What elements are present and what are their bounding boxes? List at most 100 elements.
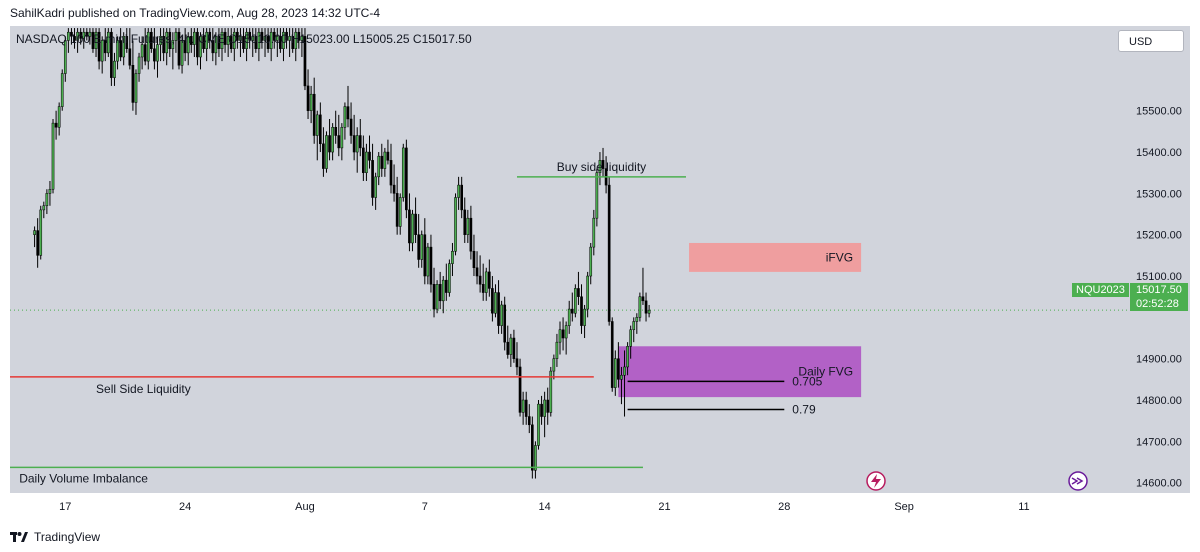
candle-body [257, 31, 261, 49]
candle-body [383, 151, 387, 169]
header-bar: SahilKadri published on TradingView.com,… [0, 0, 1200, 26]
candle-body [282, 31, 285, 49]
candle-body [626, 346, 629, 368]
candle-body [380, 155, 384, 169]
y-tick-label: 15500.00 [1136, 106, 1182, 118]
y-tick-label: 15200.00 [1136, 230, 1182, 242]
candle-body [303, 36, 307, 87]
symbol-ohlc-legend: NASDAQ 100 E-mini Futures, 4h, CME O1501… [16, 32, 472, 46]
candle-body [337, 135, 341, 149]
candle-body [411, 213, 414, 244]
candle-body [617, 358, 620, 380]
candle-body [623, 366, 626, 376]
x-tick-label: 7 [422, 501, 428, 513]
candle-body [641, 296, 645, 302]
candle-body [365, 151, 368, 173]
candle-body [82, 31, 86, 39]
tradingview-logo-icon [10, 532, 28, 542]
candle-body [63, 40, 67, 74]
candle-body [521, 399, 525, 413]
candle-body [189, 36, 193, 45]
candle-body [343, 106, 347, 128]
candle-body [448, 263, 451, 293]
candle-body [438, 284, 442, 302]
candle-body [647, 309, 651, 314]
candle-body [515, 358, 519, 368]
candle-body [113, 60, 116, 78]
y-tick-label: 14800.00 [1136, 395, 1182, 407]
candle-body [527, 416, 531, 426]
candle-body [405, 147, 408, 211]
candle-body [309, 93, 313, 111]
currency-selector-button[interactable]: USD [1118, 30, 1184, 52]
tradingview-logo[interactable]: TradingView [10, 530, 100, 544]
y-tick-label: 15100.00 [1136, 271, 1182, 283]
candle-body [420, 234, 424, 260]
candle-body [395, 193, 399, 227]
x-tick-label: 14 [539, 501, 551, 513]
candle-body [153, 48, 156, 62]
zone-label-1: Daily FVG [798, 365, 853, 379]
candle-body [601, 160, 605, 169]
candle-body [531, 424, 534, 471]
candle-body [346, 106, 350, 120]
candle-body [33, 230, 36, 235]
candle-body [564, 325, 568, 339]
candle-body [512, 337, 516, 359]
candle-body [457, 184, 460, 198]
candle-body [174, 31, 178, 41]
candle-body [223, 31, 227, 45]
candle-body [570, 308, 574, 314]
candle-body [558, 329, 562, 343]
candle-body [100, 40, 104, 62]
level-label-2: Daily Volume Imbalance [19, 471, 148, 485]
candle-body [248, 31, 251, 41]
candle-body [45, 193, 49, 207]
candle-body [88, 31, 92, 37]
candle-body [595, 172, 599, 219]
candle-body [475, 267, 479, 277]
candle-body [211, 40, 215, 54]
candle-body [577, 288, 580, 297]
candle-body [85, 31, 89, 37]
candle-body [54, 122, 58, 128]
candle-body [426, 246, 430, 277]
zone-0 [689, 242, 862, 272]
last-price-tag: 15017.50 [1130, 283, 1188, 297]
candle-body [362, 147, 365, 173]
candle-body [509, 337, 513, 355]
candle-body [334, 127, 338, 136]
candle-body [632, 321, 636, 331]
zone-1 [618, 346, 862, 398]
candle-body [574, 288, 577, 314]
candle-body [429, 246, 433, 285]
candle-body [269, 31, 273, 49]
candle-body [36, 230, 39, 256]
candle-body [226, 36, 230, 45]
candle-body [183, 40, 187, 54]
candle-body [60, 73, 64, 107]
candle-body [463, 209, 467, 235]
candle-body [110, 31, 113, 78]
candle-body [294, 31, 298, 49]
chart-area[interactable] [10, 26, 1190, 493]
candle-body [315, 114, 319, 136]
candle-body [159, 36, 162, 45]
candle-body [435, 284, 439, 310]
footer-bar: TradingView [0, 522, 1200, 552]
candle-body [202, 36, 205, 49]
candle-body [340, 127, 344, 149]
candle-body [39, 209, 43, 256]
candle-body [355, 135, 359, 153]
x-tick-label: Aug [295, 501, 315, 513]
candle-body [325, 135, 328, 169]
candle-body [205, 31, 208, 49]
candle-body [607, 184, 611, 322]
candle-body [500, 304, 503, 326]
candle-body [629, 329, 632, 347]
candle-body [103, 40, 107, 54]
candle-body [466, 217, 470, 235]
candle-body [371, 160, 374, 198]
candle-body [236, 31, 239, 41]
